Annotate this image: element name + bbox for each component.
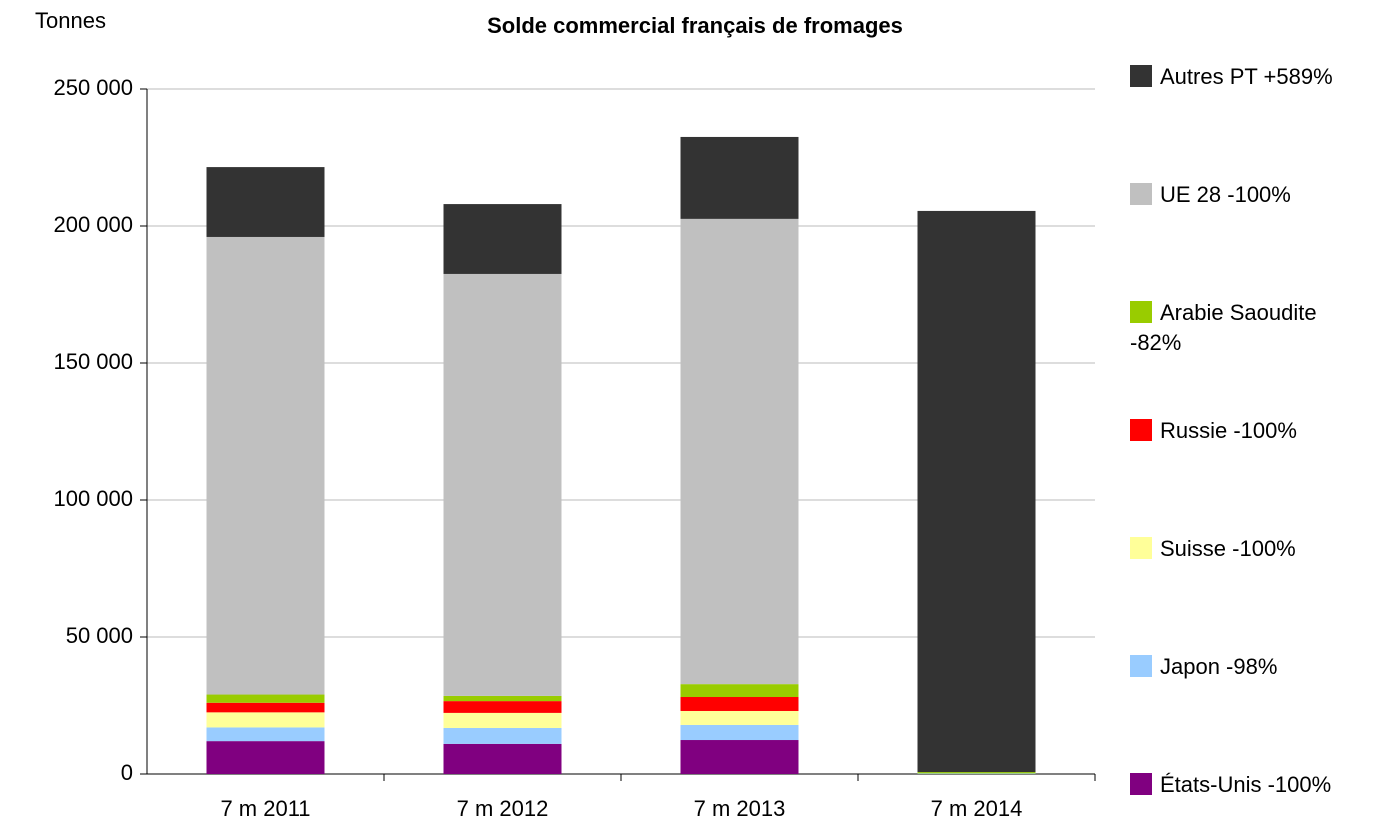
bar-segment [206, 167, 325, 237]
bar-segment [680, 218, 799, 685]
legend-swatch [1130, 301, 1152, 323]
legend-label: Russie -100% [1160, 418, 1297, 443]
bar-segment [443, 204, 562, 274]
legend-swatch [1130, 419, 1152, 441]
bar-segment [443, 743, 562, 774]
y-tick-label: 0 [121, 760, 133, 785]
bar-segment [917, 210, 1036, 773]
x-tick-label: 7 m 2014 [931, 796, 1023, 821]
bar-segment [443, 695, 562, 702]
legend-swatch [1130, 773, 1152, 795]
x-tick-label: 7 m 2012 [457, 796, 549, 821]
legend-item: Autres PT +589% [1130, 62, 1370, 92]
legend-swatch [1130, 537, 1152, 559]
chart-title: Solde commercial français de fromages [487, 13, 903, 38]
legend-item: Arabie Saoudite -82% [1130, 298, 1370, 358]
bar-segment [917, 772, 1036, 774]
bar-segment [206, 741, 325, 774]
legend-label: UE 28 -100% [1160, 182, 1291, 207]
y-tick-label: 200 000 [53, 212, 133, 237]
bar-segment [680, 740, 799, 774]
legend-swatch [1130, 655, 1152, 677]
bar-segment [443, 712, 562, 728]
legend-label: Arabie Saoudite -82% [1130, 300, 1317, 355]
legend-swatch [1130, 65, 1152, 87]
y-tick-label: 250 000 [53, 75, 133, 100]
legend-label: Suisse -100% [1160, 536, 1296, 561]
bar-segment [206, 236, 325, 695]
legend-item: Suisse -100% [1130, 534, 1370, 564]
bar-segment [206, 694, 325, 703]
bar-segment [206, 702, 325, 713]
legend-label: États-Unis -100% [1160, 772, 1332, 797]
bar-segment [443, 273, 562, 696]
y-axis-label: Tonnes [35, 8, 106, 33]
bar-segment [443, 727, 562, 744]
legend-item: UE 28 -100% [1130, 180, 1370, 210]
bar-segment [680, 710, 799, 725]
y-tick-label: 150 000 [53, 349, 133, 374]
bar-segment [680, 724, 799, 741]
y-tick-label: 50 000 [66, 623, 133, 648]
bar-segment [917, 773, 1036, 774]
bar-segment [206, 712, 325, 728]
x-tick-label: 7 m 2011 [220, 796, 310, 821]
legend-label: Japon -98% [1160, 654, 1278, 679]
bar-segment [680, 697, 799, 711]
legend-swatch [1130, 183, 1152, 205]
legend-item: Japon -98% [1130, 652, 1370, 682]
bar-segment [680, 136, 799, 219]
legend-label: Autres PT +589% [1160, 64, 1333, 89]
legend-item: Russie -100% [1130, 416, 1370, 446]
y-tick-label: 100 000 [53, 486, 133, 511]
legend-item: États-Unis -100% [1130, 770, 1370, 800]
x-tick-label: 7 m 2013 [694, 796, 786, 821]
bar-segment [206, 727, 325, 742]
bar-segment [680, 684, 799, 698]
bar-segment [443, 701, 562, 713]
